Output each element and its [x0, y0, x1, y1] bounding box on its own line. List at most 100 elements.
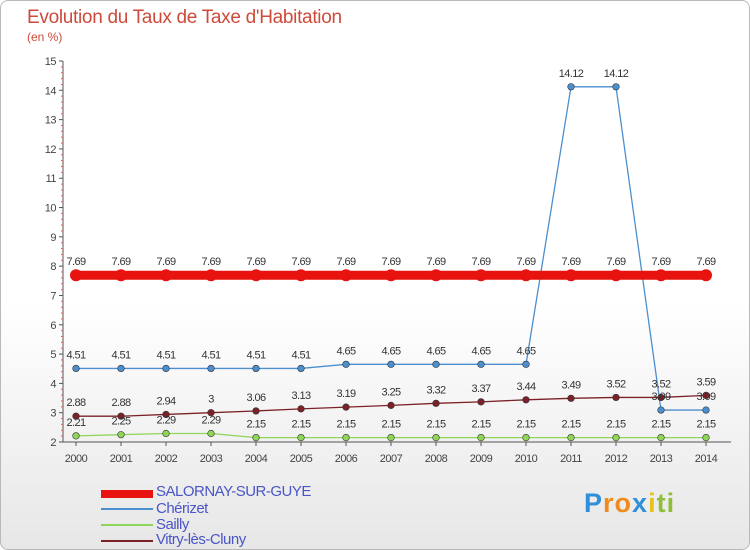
point-cherizet-2000: [72, 364, 80, 373]
y-tick-label-3: 3: [50, 408, 56, 420]
point-salornay-2007: [385, 269, 397, 282]
data-label-cherizet-2007: 4.65: [381, 345, 400, 357]
point-sailly-2006: [342, 434, 350, 442]
data-label-sailly-2007: 2.15: [381, 419, 400, 431]
point-cherizet-2009: [477, 360, 485, 368]
x-tick-label-2013: 2013: [650, 453, 673, 465]
y-tick-label-15: 15: [45, 56, 57, 68]
data-label-cherizet-2008: 4.65: [426, 345, 445, 357]
x-tick-label-2010: 2010: [515, 453, 538, 465]
point-vitry-2005: [297, 405, 305, 413]
y-tick-label-6: 6: [50, 320, 56, 332]
data-label-vitry-2010: 3.44: [516, 381, 535, 393]
point-sailly-2004: [252, 434, 260, 442]
data-label-cherizet-2003: 4.51: [201, 349, 220, 361]
data-label-salornay-2006: 7.69: [336, 256, 355, 268]
x-tick-label-2008: 2008: [425, 453, 448, 465]
y-tick-label-8: 8: [50, 261, 56, 273]
point-sailly-2011: [567, 434, 575, 442]
data-label-sailly-2002: 2.29: [156, 415, 175, 427]
logo-letter: P: [584, 488, 604, 518]
point-vitry-2001: [117, 412, 125, 420]
logo-letter: x: [632, 488, 649, 518]
legend-swatch-vitry: [101, 540, 153, 542]
data-label-cherizet-2005: 4.51: [291, 349, 310, 361]
data-label-salornay-2012: 7.69: [606, 256, 625, 268]
data-label-salornay-2013: 7.69: [651, 256, 670, 268]
point-sailly-2012: [612, 434, 620, 442]
y-axis-unit: (en %): [27, 30, 63, 44]
chart-title: Evolution du Taux de Taxe d'Habitation: [27, 7, 342, 28]
legend-label-sailly: Sailly: [156, 516, 189, 533]
data-label-vitry-2014: 3.59: [696, 376, 715, 388]
point-vitry-2006: [342, 403, 350, 411]
point-vitry-2000: [72, 412, 80, 420]
data-label-cherizet-2006: 4.65: [336, 345, 355, 357]
point-sailly-2010: [522, 434, 530, 442]
point-cherizet-2002: [162, 364, 170, 373]
data-label-cherizet-2002: 4.51: [156, 349, 175, 361]
data-label-sailly-2014: 2.15: [696, 419, 715, 431]
data-label-vitry-2000: 2.88: [66, 397, 85, 409]
data-label-salornay-2011: 7.69: [561, 256, 580, 268]
data-label-sailly-2004: 2.15: [246, 419, 265, 431]
data-label-sailly-2006: 2.15: [336, 419, 355, 431]
point-sailly-2013: [657, 434, 665, 442]
data-label-vitry-2012: 3.52: [606, 378, 625, 390]
point-sailly-2000: [72, 432, 80, 440]
point-vitry-2003: [207, 409, 215, 417]
point-salornay-2011: [565, 269, 577, 282]
data-label-vitry-2005: 3.13: [291, 390, 310, 402]
data-label-salornay-2009: 7.69: [471, 256, 490, 268]
x-tick-label-2004: 2004: [245, 453, 268, 465]
legend-label-cherizet: Chérizet: [156, 500, 208, 517]
data-label-salornay-2002: 7.69: [156, 256, 175, 268]
point-cherizet-2004: [252, 364, 260, 373]
data-label-vitry-2001: 2.88: [111, 397, 130, 409]
data-label-salornay-2001: 7.69: [111, 256, 130, 268]
point-cherizet-2014: [702, 406, 710, 414]
point-sailly-2007: [387, 434, 395, 442]
data-label-cherizet-2001: 4.51: [111, 349, 130, 361]
point-salornay-2001: [115, 269, 127, 282]
point-sailly-2008: [432, 434, 440, 442]
data-label-vitry-2007: 3.25: [381, 386, 400, 398]
legend-label-salornay: SALORNAY-SUR-GUYE: [156, 483, 311, 500]
point-vitry-2010: [522, 396, 530, 404]
point-cherizet-2010: [522, 360, 530, 368]
x-tick-label-2007: 2007: [380, 453, 403, 465]
legend-label-vitry: Vitry-lès-Cluny: [156, 531, 246, 548]
data-label-sailly-2012: 2.15: [606, 419, 625, 431]
logo-letter: o: [614, 488, 633, 518]
point-sailly-2002: [162, 429, 170, 438]
data-label-cherizet-2013: 3.09: [651, 391, 670, 403]
x-tick-label-2003: 2003: [200, 453, 223, 465]
point-cherizet-2006: [342, 360, 350, 368]
y-tick-label-7: 7: [50, 290, 56, 302]
point-cherizet-2008: [432, 360, 440, 368]
point-vitry-2013: [657, 393, 665, 402]
point-cherizet-2001: [117, 364, 125, 373]
data-label-salornay-2000: 7.69: [66, 256, 85, 268]
data-label-vitry-2004: 3.06: [246, 392, 265, 404]
point-salornay-2002: [160, 269, 172, 282]
data-label-sailly-2001: 2.25: [111, 416, 130, 428]
data-label-sailly-2003: 2.29: [201, 415, 220, 427]
data-label-salornay-2004: 7.69: [246, 256, 265, 268]
point-cherizet-2005: [297, 364, 305, 373]
x-tick-label-2005: 2005: [290, 453, 313, 465]
point-salornay-2004: [250, 269, 262, 282]
point-vitry-2014: [702, 391, 710, 400]
point-vitry-2007: [387, 401, 395, 409]
x-tick-label-2014: 2014: [695, 453, 718, 465]
point-salornay-2008: [430, 269, 442, 282]
data-label-vitry-2009: 3.37: [471, 383, 490, 395]
point-vitry-2009: [477, 398, 485, 406]
logo-letter: i: [666, 488, 676, 518]
data-label-sailly-2009: 2.15: [471, 419, 490, 431]
point-salornay-2014: [700, 269, 712, 282]
data-label-cherizet-2011: 14.12: [559, 68, 584, 80]
x-tick-label-2006: 2006: [335, 453, 358, 465]
data-label-salornay-2007: 7.69: [381, 256, 400, 268]
